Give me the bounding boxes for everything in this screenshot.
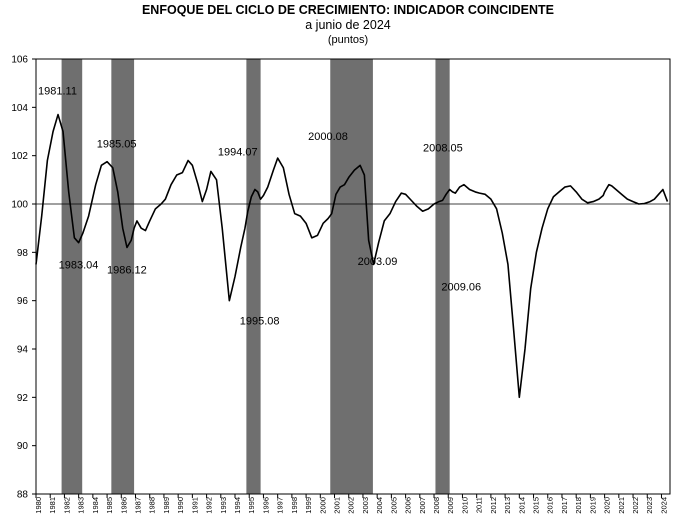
y-tick-label: 98 — [17, 248, 29, 259]
x-tick-label: 2006 — [404, 497, 413, 514]
y-tick-label: 94 — [17, 345, 29, 356]
x-tick-label: 1997 — [276, 497, 285, 514]
x-tick-label: 2011 — [475, 497, 484, 513]
annotation-label: 1981.11 — [38, 86, 77, 98]
x-tick-label: 2015 — [532, 497, 541, 514]
y-tick-label: 102 — [11, 151, 28, 162]
x-tick-label: 1993 — [219, 497, 228, 514]
x-tick-label: 2023 — [645, 497, 654, 514]
x-tick-label: 1991 — [190, 497, 199, 514]
x-tick-label: 2016 — [546, 497, 555, 514]
plot-frame — [35, 58, 671, 495]
chart-subtitle: a junio de 2024 — [305, 18, 391, 32]
annotation-label: 2009.06 — [441, 281, 481, 293]
shaded-period-5 — [435, 59, 450, 494]
x-tick-label: 2010 — [460, 497, 469, 514]
y-tick-label: 100 — [11, 200, 28, 211]
x-tick-label: 1982 — [62, 497, 71, 514]
annotation-label: 1983.04 — [59, 260, 99, 272]
x-tick-label: 2009 — [446, 497, 455, 514]
x-tick-label: 2020 — [603, 497, 612, 514]
x-tick-label: 1980 — [34, 497, 43, 514]
x-tick-label: 2003 — [361, 497, 370, 514]
annotation-label: 1985.05 — [97, 139, 137, 151]
x-tick-label: 2019 — [588, 497, 597, 514]
x-tick-label: 1986 — [119, 497, 128, 514]
x-tick-label: 1999 — [304, 497, 313, 514]
x-tick-label: 1996 — [261, 497, 270, 514]
x-tick-label: 2022 — [631, 497, 640, 514]
y-tick-label: 106 — [11, 55, 28, 66]
x-tick-label: 2005 — [389, 497, 398, 514]
x-tick-label: 2021 — [617, 497, 626, 514]
y-tick-label: 96 — [17, 296, 29, 307]
x-tick-label: 2000 — [318, 497, 327, 514]
x-tick-label: 2024 — [659, 497, 668, 514]
x-tick-label: 2008 — [432, 497, 441, 514]
x-tick-label: 2018 — [574, 497, 583, 514]
shaded-period-4 — [330, 59, 373, 494]
annotation-label: 2003.09 — [358, 256, 398, 268]
y-tick-label: 90 — [17, 441, 29, 452]
chart-title: ENFOQUE DEL CICLO DE CRECIMIENTO: INDICA… — [141, 3, 555, 17]
annotation-label: 2000.08 — [308, 131, 348, 143]
x-tick-label: 1995 — [247, 497, 256, 514]
x-tick-label: 1990 — [176, 497, 185, 514]
x-tick-label: 1988 — [148, 497, 157, 514]
x-tick-label: 1987 — [133, 497, 142, 514]
series-line-indicador-coincidente — [35, 113, 669, 399]
annotation-label: 2008.05 — [423, 142, 463, 154]
x-tick-label: 2007 — [418, 497, 427, 514]
y-tick-label: 92 — [17, 393, 29, 404]
shaded-period-3 — [246, 59, 261, 494]
shaded-period-2 — [111, 59, 135, 494]
x-tick-label: 2004 — [375, 497, 384, 514]
x-tick-label: 1989 — [162, 497, 171, 514]
annotation-label: 1986.12 — [107, 265, 147, 277]
x-tick-label: 2017 — [560, 497, 569, 514]
x-tick-label: 1994 — [233, 497, 242, 514]
x-tick-label: 1984 — [91, 497, 100, 514]
x-tick-label: 2001 — [332, 497, 341, 514]
x-tick-label: 1998 — [290, 497, 299, 514]
x-tick-label: 2014 — [517, 497, 526, 514]
x-tick-label: 1983 — [77, 497, 86, 514]
x-tick-label: 2012 — [489, 497, 498, 514]
annotation-label: 1994.07 — [218, 146, 258, 158]
x-tick-label: 2013 — [503, 497, 512, 514]
y-tick-label: 88 — [17, 490, 29, 501]
y-tick-label: 104 — [11, 103, 28, 114]
x-tick-label: 1981 — [48, 497, 57, 514]
chart-units: (puntos) — [327, 34, 369, 46]
x-tick-label: 1985 — [105, 497, 114, 514]
x-tick-label: 2002 — [347, 497, 356, 514]
annotation-label: 1995.08 — [240, 316, 280, 328]
x-tick-label: 1992 — [205, 497, 214, 514]
shaded-period-1 — [61, 59, 83, 494]
